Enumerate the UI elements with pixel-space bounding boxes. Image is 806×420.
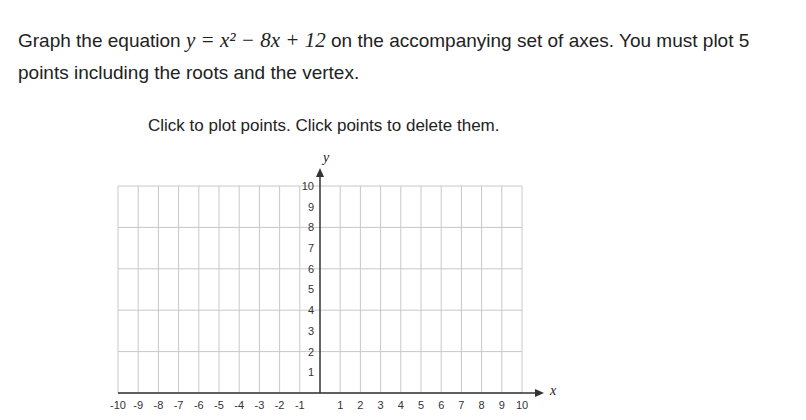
svg-text:2: 2 xyxy=(308,346,314,358)
svg-text:-1: -1 xyxy=(295,399,305,411)
svg-text:7: 7 xyxy=(308,242,314,254)
svg-text:-2: -2 xyxy=(275,399,285,411)
svg-text:y: y xyxy=(321,150,330,165)
svg-text:5: 5 xyxy=(308,283,314,295)
svg-text:4: 4 xyxy=(308,304,314,316)
svg-text:x: x xyxy=(549,383,557,398)
svg-text:10: 10 xyxy=(302,180,314,192)
svg-text:9: 9 xyxy=(499,399,505,411)
svg-text:1: 1 xyxy=(308,366,314,378)
svg-text:1: 1 xyxy=(337,399,343,411)
svg-text:-9: -9 xyxy=(133,399,143,411)
html-text:Graph the equation y = x² − 8x: Graph the equation y = x² − 8x + 12 on t… xyxy=(18,28,750,83)
svg-text:-5: -5 xyxy=(214,399,224,411)
svg-text:-7: -7 xyxy=(174,399,184,411)
svg-text:4: 4 xyxy=(398,399,404,411)
svg-text:10: 10 xyxy=(516,399,528,411)
svg-text:9: 9 xyxy=(308,201,314,213)
svg-text:-6: -6 xyxy=(194,399,204,411)
svg-text:-10: -10 xyxy=(110,399,126,411)
svg-text:7: 7 xyxy=(458,399,464,411)
svg-text:2: 2 xyxy=(357,399,363,411)
svg-text:-3: -3 xyxy=(255,399,265,411)
svg-text:6: 6 xyxy=(438,399,444,411)
html-text:Click to plot points. Click po: Click to plot points. Click points to de… xyxy=(148,116,500,135)
svg-text:3: 3 xyxy=(308,325,314,337)
svg-text:5: 5 xyxy=(418,399,424,411)
svg-text:-8: -8 xyxy=(154,399,164,411)
svg-text:3: 3 xyxy=(378,399,384,411)
svg-text:6: 6 xyxy=(308,263,314,275)
svg-text:8: 8 xyxy=(479,399,485,411)
svg-text:8: 8 xyxy=(308,221,314,233)
svg-text:-4: -4 xyxy=(234,399,244,411)
